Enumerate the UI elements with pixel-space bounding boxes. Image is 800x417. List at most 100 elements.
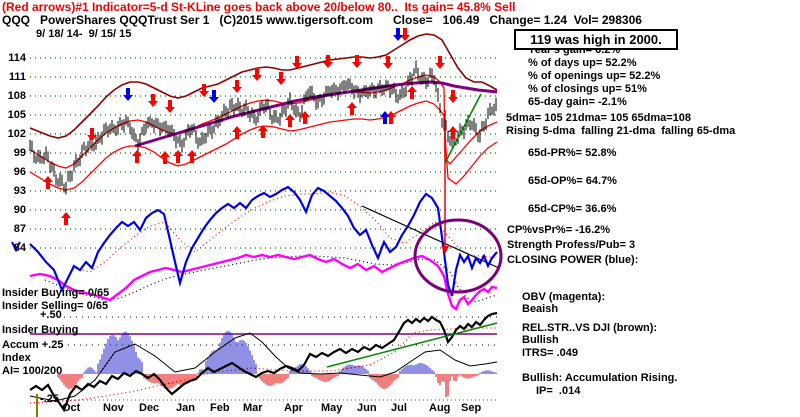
left-panel-label: Index <box>2 352 31 364</box>
bottom-green-trendline <box>326 322 498 368</box>
stat-line: 65d-PR%= 52.8% <box>528 147 617 159</box>
left-panel-label: Insider Buying <box>2 324 79 336</box>
indicator-signal-headline: (Red arrows)#1 Indicator=5-d St-KLine go… <box>2 0 516 14</box>
stat-line: 65-day gain= -2.1% <box>528 96 627 108</box>
red-arrow-up <box>160 151 170 164</box>
ai-smoothing-line <box>29 332 498 402</box>
red-arrow-up <box>132 150 142 163</box>
red-arrow-up <box>61 212 71 225</box>
obv-smoothing-dotted <box>44 255 498 303</box>
red-arrow-up <box>386 111 396 124</box>
stat-line: Bullish <box>522 334 559 346</box>
y-tick-label: 108 <box>7 89 26 102</box>
stat-line: IP= .014 <box>536 385 581 397</box>
red-arrow-down <box>252 68 262 81</box>
blue-arrow-down <box>209 90 219 103</box>
red-arrow-up <box>300 111 310 124</box>
red-arrow-up <box>347 102 357 115</box>
month-label: Jul <box>391 402 407 414</box>
left-panel-label: -.25 <box>40 393 59 405</box>
stat-line: ITRS= .049 <box>522 347 578 359</box>
y-tick-label: 96 <box>13 165 26 178</box>
closing-power-circle-annotation <box>413 218 503 294</box>
stat-line: % of openings up= 52.2% <box>528 70 661 82</box>
month-label: Sep <box>461 402 482 414</box>
left-panel-label: +.50 <box>40 309 62 321</box>
y-tick-label: 102 <box>7 127 26 140</box>
y-tick-label: 93 <box>13 184 26 197</box>
closing-power-dotted <box>74 191 497 273</box>
month-label: Nov <box>103 402 124 414</box>
red-arrow-up <box>448 126 458 139</box>
month-label: Oct <box>62 402 81 414</box>
red-arrow-down <box>148 94 158 107</box>
left-panel-label: Accum +.25 <box>2 339 64 351</box>
stat-line: 65d-CP%= 36.6% <box>528 203 617 215</box>
month-label: May <box>321 402 343 414</box>
relative-strength-line <box>29 311 498 413</box>
stat-line: 65d-OP%= 64.7% <box>528 175 617 187</box>
y-tick-label: 84 <box>13 241 26 254</box>
price-green-trendline <box>444 93 482 164</box>
y-tick-label: 90 <box>13 203 26 216</box>
red-arrow-down <box>232 80 242 93</box>
red-arrow-down <box>352 55 362 68</box>
left-panel-label: Insider Buying= 0/65 <box>2 287 110 299</box>
red-arrow-down <box>87 128 97 141</box>
stat-line: CP%vsPr%= -16.2% <box>507 224 611 236</box>
stat-line: 5dma= 105 21dma= 105 65dma=108 <box>506 112 691 124</box>
stat-line: REL.STR..VS DJI (brown): <box>522 322 658 334</box>
y-tick-label: 99 <box>13 146 26 159</box>
obv-line <box>29 253 498 311</box>
stat-line: % of days up= 52.2% <box>528 57 637 69</box>
blue-arrow-down <box>393 28 403 41</box>
red-arrow-up <box>173 150 183 163</box>
blue-arrow-up <box>380 111 390 124</box>
dma65-line <box>134 80 498 148</box>
red-arrow-up <box>187 150 197 163</box>
left-panel-label: AI= 100/200 <box>2 365 63 377</box>
closing-power-line <box>29 185 498 297</box>
mid-band <box>29 74 498 169</box>
y-tick-label: 87 <box>13 222 26 235</box>
red-arrow-down <box>276 72 286 85</box>
y-tick-label: 114 <box>8 52 26 64</box>
red-arrow-down <box>383 56 393 69</box>
month-label: Jan <box>176 402 195 414</box>
red-arrow-up <box>258 125 268 138</box>
red-arrow-down <box>323 55 333 68</box>
stat-line: CLOSING POWER (blue): <box>507 254 639 266</box>
stat-line: Rising 5-dma falling 21-dma falling 65-d… <box>506 125 736 137</box>
red-arrow-down <box>292 56 302 69</box>
red-arrow-up <box>43 176 53 189</box>
red-arrow-down <box>165 100 175 113</box>
stat-line: OBV (magenta): <box>522 291 606 303</box>
red-arrow-down <box>400 28 410 41</box>
red-arrow-up <box>285 114 295 127</box>
y-tick-label: 111 <box>8 70 26 83</box>
high-2000-callout: 119 was high in 2000. <box>514 29 678 50</box>
blue-v-mark <box>11 241 21 253</box>
quote-summary-line: QQQ PowerShares QQQTrust Ser 1 (C)2015 w… <box>2 13 642 27</box>
stat-line: Bullish: Accumulation Rising. <box>522 372 678 384</box>
crash-arrowhead <box>441 246 449 254</box>
month-label: Mar <box>243 402 263 414</box>
month-label: Apr <box>284 402 303 414</box>
red-arrow-up <box>407 86 417 99</box>
left-panel-label: Insider Selling= 0/65 <box>2 300 109 312</box>
month-label: Feb <box>210 402 230 414</box>
lower-band <box>29 100 498 191</box>
blue-arrow-down <box>123 88 133 101</box>
upper-band <box>29 33 498 139</box>
red-arrow-down <box>435 56 445 69</box>
callout-text: 119 was high in 2000. <box>530 32 662 47</box>
month-label: Aug <box>429 402 451 414</box>
stat-line: Beaish <box>522 303 559 315</box>
red-arrow-up <box>232 126 242 139</box>
stat-line: % of closings up= 51% <box>528 83 647 95</box>
red-arrow-down <box>448 90 458 103</box>
stat-line: Strength Profess/Pub= 3 <box>507 239 636 251</box>
date-range: 9/ 18/ 14- 9/ 15/ 15 <box>36 28 132 40</box>
